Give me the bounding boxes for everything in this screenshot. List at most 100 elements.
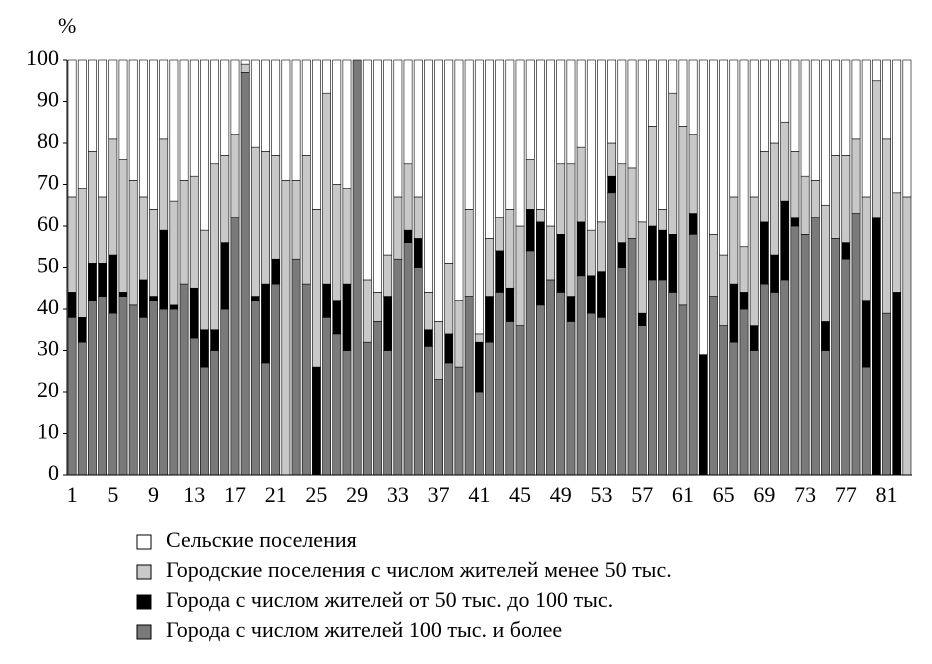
bar-segment: [189, 287, 199, 339]
bar-segment: [342, 188, 352, 285]
bar-segment: [291, 258, 301, 476]
bar-segment: [291, 59, 301, 181]
bar-segment: [678, 59, 688, 127]
bar-segment: [627, 238, 637, 476]
bar-segment: [342, 283, 352, 351]
bar-segment: [536, 221, 545, 306]
x-tick-label: 9: [148, 482, 159, 507]
bar-segment: [444, 333, 454, 364]
bar-segment: [525, 250, 535, 476]
bar-segment: [98, 296, 108, 476]
bar-segment: [250, 146, 260, 297]
bar-segment: [861, 366, 871, 476]
bar-segment: [322, 316, 331, 476]
y-tick-label: 30: [37, 336, 59, 361]
bar-segment: [98, 263, 108, 297]
bar-segment: [149, 300, 158, 476]
bar-segment: [546, 59, 555, 227]
bar-segment: [77, 188, 87, 318]
y-tick-label: 50: [37, 253, 59, 278]
bar-segment: [637, 59, 647, 223]
x-tick-label: 77: [835, 482, 857, 507]
bar-segment: [281, 59, 291, 181]
bar-segment: [240, 63, 250, 73]
bar-segment: [525, 159, 535, 210]
bar-segment: [566, 296, 576, 322]
x-tick-label: 61: [672, 482, 694, 507]
bar-segment: [230, 217, 240, 476]
bar-segment: [658, 279, 667, 476]
bar-segment: [434, 379, 443, 476]
bar-segment: [301, 155, 311, 285]
bar-segment: [332, 59, 342, 185]
bar-segment: [597, 59, 606, 223]
bar-segment: [536, 59, 545, 210]
bar-segment: [118, 159, 128, 293]
bar-segment: [179, 180, 189, 285]
bar-segment: [393, 59, 403, 198]
bar-segment: [88, 300, 97, 476]
bar-segment: [230, 134, 240, 218]
bar-segment: [159, 229, 169, 310]
bar-segment: [790, 217, 800, 227]
bar-segment: [729, 341, 739, 476]
bar-segment: [474, 333, 484, 343]
x-tick-label: 1: [67, 482, 78, 507]
bar-segment: [474, 391, 484, 476]
bar-segment: [617, 59, 627, 165]
bar-segment: [322, 92, 331, 285]
bar-segment: [88, 59, 97, 152]
bar-segment: [312, 366, 321, 476]
bar-segment: [861, 196, 871, 301]
bar-segment: [495, 217, 505, 252]
bar-segment: [485, 341, 494, 476]
bar-segment: [474, 341, 484, 393]
bar-segment: [128, 304, 138, 476]
bar-segment: [88, 151, 97, 264]
bar-segment: [149, 59, 158, 210]
bar-segment: [790, 225, 800, 476]
bar-segment: [250, 296, 260, 301]
bar-segment: [759, 221, 769, 285]
bar-segment: [780, 121, 790, 202]
bar-segment: [383, 296, 393, 351]
bar-segment: [77, 59, 87, 189]
bar-segment: [556, 292, 566, 476]
bar-segment: [586, 229, 596, 277]
bar-segment: [780, 279, 790, 476]
bar-segment: [403, 59, 413, 165]
bar-segment: [444, 59, 454, 264]
bar-segment: [698, 59, 708, 355]
bar-segment: [729, 283, 739, 343]
bar-segment: [780, 59, 790, 123]
bar-segment: [312, 209, 321, 368]
bar-segment: [607, 142, 617, 177]
bar-segment: [892, 59, 902, 194]
bar-segment: [576, 221, 586, 277]
bar-segment: [821, 59, 830, 206]
bar-segment: [597, 316, 606, 476]
bar-segment: [210, 329, 220, 351]
bar-segment: [902, 196, 912, 476]
bar-segment: [892, 292, 902, 476]
bar-segment: [749, 350, 759, 476]
bar-segment: [841, 59, 851, 156]
bar-segment: [332, 184, 342, 301]
bar-segment: [169, 59, 179, 202]
bar-segment: [709, 59, 718, 235]
bar-segment: [189, 337, 199, 476]
bar-segment: [261, 362, 270, 476]
x-tick-label: 53: [590, 482, 612, 507]
bar-segment: [770, 254, 779, 293]
bar-segment: [464, 209, 474, 297]
x-tick-label: 33: [387, 482, 409, 507]
bar-segment: [250, 300, 260, 476]
y-tick-label: 100: [26, 45, 59, 70]
y-tick-label: 40: [37, 294, 59, 319]
bar-segment: [871, 217, 881, 476]
bar-segment: [851, 59, 861, 140]
bar-segment: [861, 300, 871, 368]
bar-segment: [566, 59, 576, 165]
bar-segment: [749, 325, 759, 351]
